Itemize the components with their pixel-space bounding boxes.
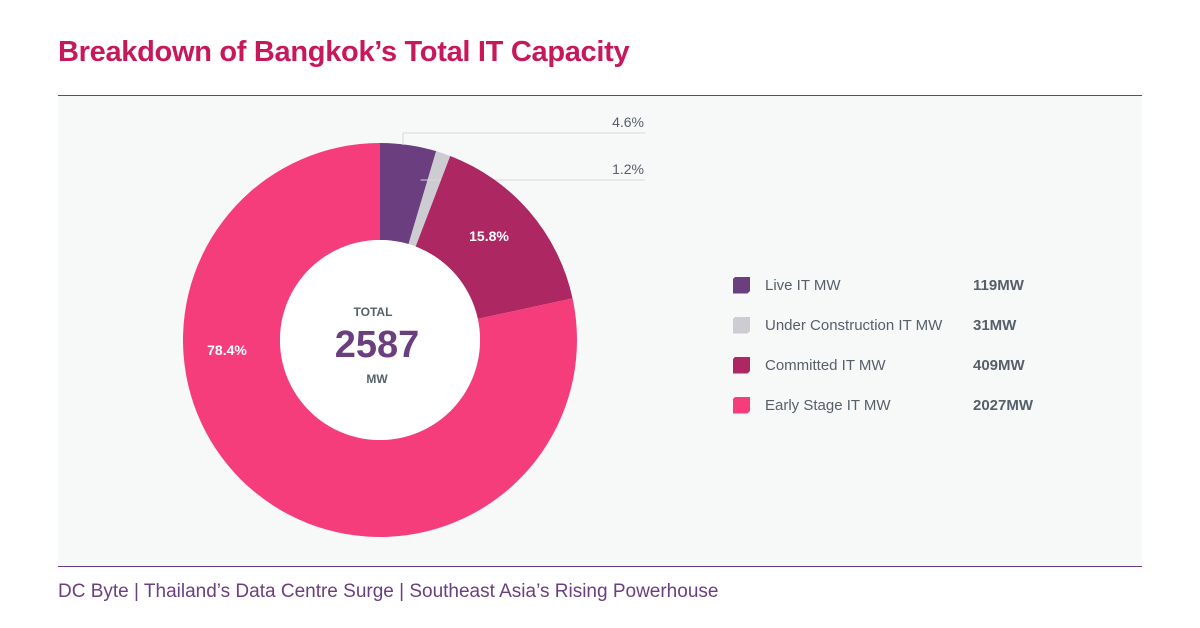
legend-swatch-icon <box>733 276 750 294</box>
slice-committed-it-mw <box>415 155 573 319</box>
chart-title: Breakdown of Bangkok’s Total IT Capacity <box>58 36 630 68</box>
legend-swatch-icon <box>733 316 750 334</box>
legend-label: Committed IT MW <box>765 356 886 374</box>
slice-early-stage-it-mw <box>182 143 577 537</box>
footer-divider <box>58 566 1142 567</box>
legend-value: 119MW <box>973 276 1024 294</box>
legend-item: Early Stage IT MW 2027MW <box>733 385 1033 425</box>
legend-value: 409MW <box>973 356 1025 374</box>
legend-item: Live IT MW 119MW <box>733 265 1033 305</box>
legend-label: Under Construction IT MW <box>765 316 943 334</box>
center-label-top: TOTAL <box>354 305 393 319</box>
footer-text: DC Byte | Thailand’s Data Centre Surge |… <box>58 581 719 602</box>
center-total-value: 2587 <box>335 324 420 366</box>
legend-item: Committed IT MW 409MW <box>733 345 1033 385</box>
legend-label: Live IT MW <box>765 276 841 294</box>
legend-swatch-icon <box>733 396 750 414</box>
legend-label: Early Stage IT MW <box>765 396 891 414</box>
slice-percent-label: 4.6% <box>612 114 644 130</box>
slice-under-construction-it-mw <box>408 151 451 247</box>
legend-value: 31MW <box>973 316 1017 334</box>
donut-hole <box>280 240 480 440</box>
legend-swatch-icon <box>733 356 750 374</box>
legend-value: 2027MW <box>973 396 1034 414</box>
title-divider <box>58 95 1142 96</box>
slice-percent-label: 78.4% <box>207 342 247 358</box>
slice-percent-label: 1.2% <box>612 161 644 177</box>
slice-percent-label: 15.8% <box>469 228 509 244</box>
slice-live-it-mw <box>380 143 437 245</box>
legend-item: Under Construction IT MW 31MW <box>733 305 1033 345</box>
legend: Live IT MW 119MW Under Construction IT MW 3… <box>733 265 1033 425</box>
center-label-bottom: MW <box>366 372 388 386</box>
